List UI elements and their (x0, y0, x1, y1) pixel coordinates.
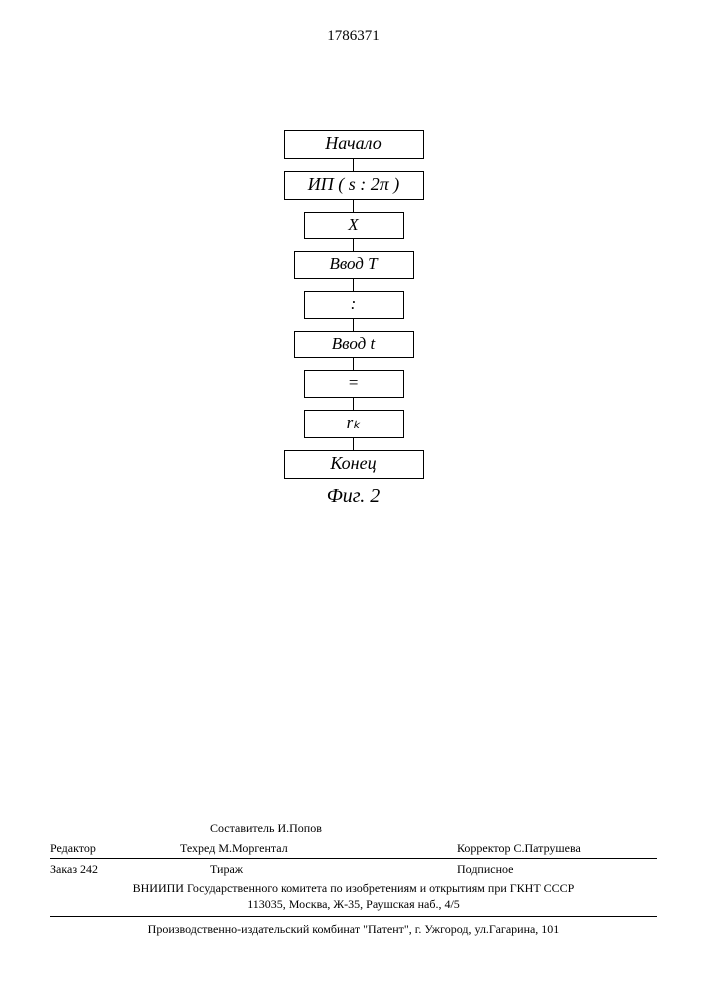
flowchart-connector (353, 159, 355, 171)
vniipi-line2: 113035, Москва, Ж-35, Раушская наб., 4/5 (50, 896, 657, 912)
order-number: Заказ 242 (50, 861, 210, 877)
flowchart: Начало ИП ( s : 2π ) X Ввод T: Ввод t = rₖ Коне… (0, 130, 707, 508)
flowchart-node: Ввод T (294, 251, 414, 279)
editor-label: Редактор (50, 840, 180, 856)
corrector-credit: Корректор С.Патрушева (457, 840, 657, 856)
flowchart-node: Конец (284, 450, 424, 479)
flowchart-node: Начало (284, 130, 424, 159)
podpisnoe-label: Подписное (457, 861, 657, 877)
flowchart-connector (353, 358, 355, 370)
page-number: 1786371 (0, 28, 707, 45)
press-line: Производственно-издательский комбинат "П… (50, 917, 657, 937)
flowchart-node: rₖ (304, 410, 404, 438)
flowchart-node: : (304, 291, 404, 319)
footer-block: Составитель И.Попов Редактор Техред М.Мо… (50, 820, 657, 937)
figure-caption: Фиг. 2 (327, 485, 381, 508)
tirazh-label: Тираж (210, 861, 457, 877)
vniipi-line1: ВНИИПИ Государственного комитета по изоб… (50, 880, 657, 896)
flowchart-node: Ввод t (294, 331, 414, 359)
techred-credit: Техред М.Моргентал (180, 840, 457, 856)
flowchart-node: = (304, 370, 404, 398)
flowchart-node: ИП ( s : 2π ) (284, 171, 424, 200)
flowchart-connector (353, 319, 355, 331)
flowchart-connector (353, 239, 355, 251)
flowchart-node: X (304, 212, 404, 240)
flowchart-connector (353, 398, 355, 410)
flowchart-connector (353, 438, 355, 450)
compiler-credit: Составитель И.Попов (210, 820, 322, 836)
flowchart-connector (353, 279, 355, 291)
flowchart-connector (353, 200, 355, 212)
